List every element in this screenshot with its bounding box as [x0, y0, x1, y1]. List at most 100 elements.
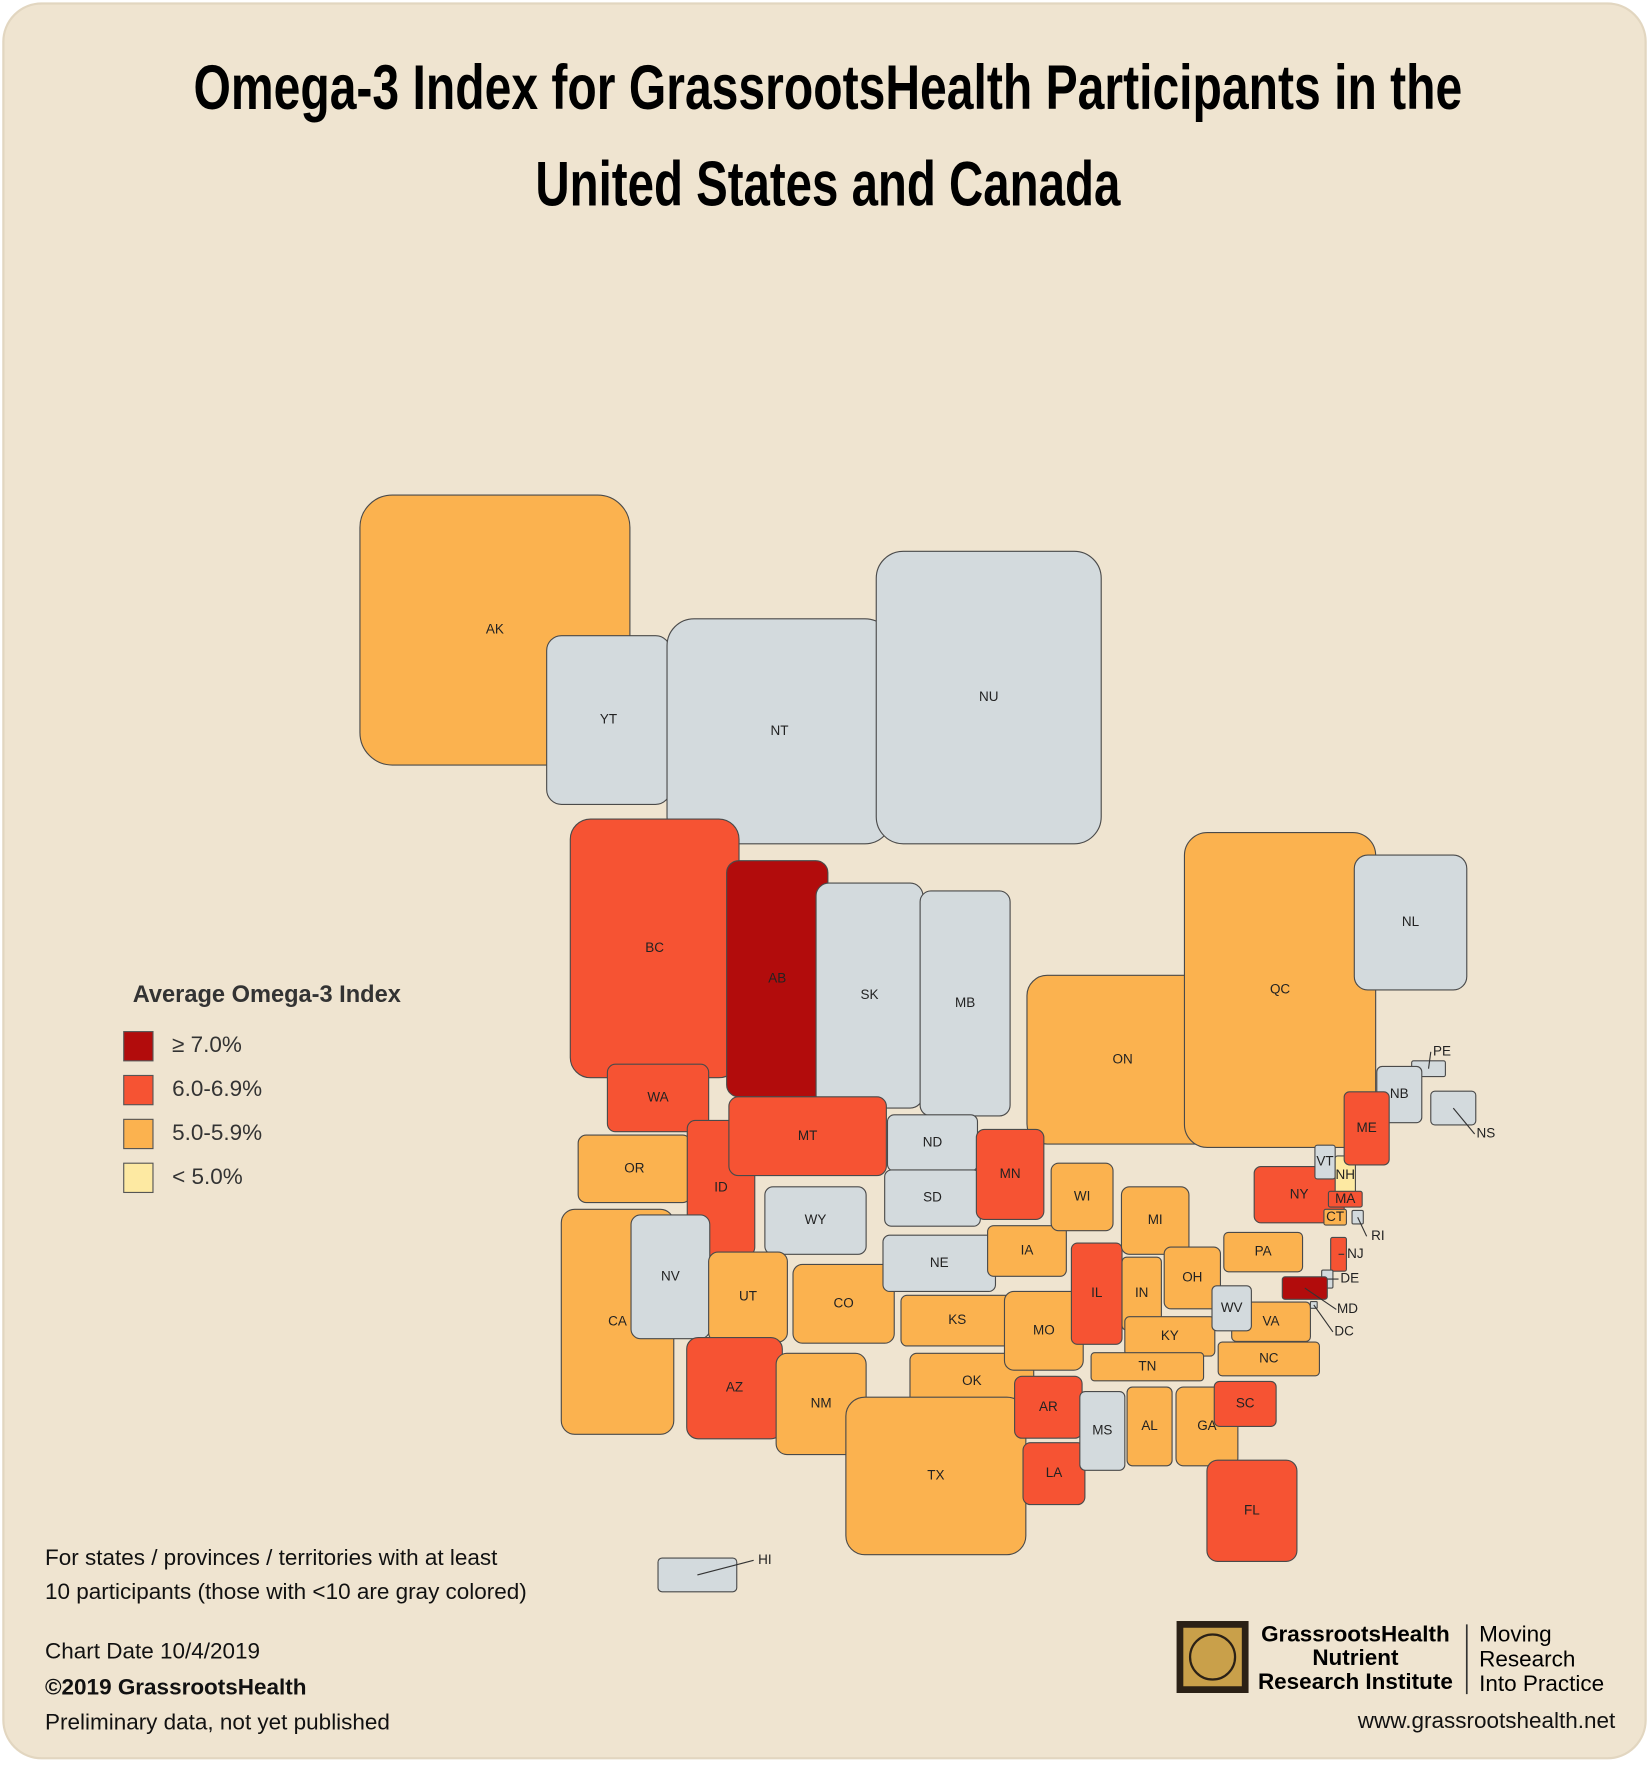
region — [764, 1186, 867, 1255]
region-label: OH — [1182, 1270, 1202, 1285]
region — [1120, 1186, 1190, 1255]
logo-org: Research Institute — [1258, 1669, 1453, 1694]
region — [1353, 854, 1468, 991]
legend-label: < 5.0% — [172, 1164, 243, 1189]
region — [1163, 1246, 1222, 1310]
region-label: KS — [948, 1312, 966, 1327]
status-note: Preliminary data, not yet published — [45, 1709, 390, 1734]
region — [792, 1263, 895, 1344]
region-label: NU — [979, 689, 998, 704]
logo-tagline: Moving — [1479, 1622, 1551, 1647]
region — [987, 1225, 1067, 1277]
region-label: AR — [1039, 1399, 1058, 1414]
region-label: MO — [1033, 1322, 1055, 1337]
region — [1343, 1091, 1390, 1166]
region-label: MA — [1335, 1191, 1355, 1206]
region — [1323, 1208, 1347, 1226]
region-label: WY — [805, 1212, 827, 1227]
region-label: MB — [955, 995, 975, 1010]
region-label: ME — [1357, 1120, 1377, 1135]
leader-line — [697, 1559, 754, 1576]
region-label: UT — [739, 1289, 757, 1304]
title-line: United States and Canada — [535, 150, 1121, 220]
region-label: AL — [1141, 1418, 1158, 1433]
region-label: WI — [1074, 1189, 1090, 1204]
region-label: ID — [714, 1180, 728, 1195]
region-label: TX — [927, 1467, 944, 1482]
region — [1079, 1390, 1126, 1471]
region-label: SD — [923, 1190, 942, 1205]
region-label: PE — [1433, 1043, 1451, 1058]
region-label: VT — [1316, 1154, 1333, 1169]
logo-org: GrassrootsHealth — [1261, 1622, 1450, 1647]
website-url: www.grassrootshealth.net — [1357, 1708, 1616, 1733]
region-label: WV — [1221, 1300, 1243, 1315]
region-label: YT — [600, 712, 617, 727]
region-label: IA — [1021, 1243, 1034, 1258]
region-label: DC — [1334, 1323, 1354, 1338]
region — [1223, 1231, 1304, 1273]
leader-line — [1304, 1287, 1337, 1310]
region-label: OR — [624, 1160, 644, 1175]
region-label: NV — [661, 1268, 680, 1283]
region-label: HI — [758, 1552, 772, 1567]
region-label: IL — [1091, 1285, 1103, 1300]
region-label: MN — [1000, 1166, 1021, 1181]
logo: GrassrootsHealth Nutrient Research Insti… — [1176, 1621, 1604, 1696]
region-label: IN — [1135, 1285, 1149, 1300]
region-label: NH — [1336, 1167, 1355, 1182]
region-label: LA — [1046, 1465, 1063, 1480]
note-line: 10 participants (those with <10 are gray… — [45, 1579, 527, 1604]
regions: AK YT NT NU BC AB SK MB ON QC NL PE NB NS WA OR CA ID NV MT… — [359, 494, 1496, 1593]
region — [975, 1128, 1045, 1221]
region-label: CO — [834, 1295, 854, 1310]
copyright: ©2019 GrassrootsHealth — [45, 1674, 307, 1699]
region-label: NJ — [1347, 1246, 1363, 1261]
region-label: QC — [1270, 982, 1290, 997]
region-label: AK — [486, 622, 504, 637]
region-label: NT — [771, 723, 789, 738]
region — [875, 550, 1102, 845]
region-label: NC — [1259, 1350, 1279, 1365]
region-label: ON — [1112, 1051, 1132, 1066]
note-line: For states / provinces / territories wit… — [45, 1545, 498, 1570]
region-label: AZ — [726, 1380, 743, 1395]
region — [1211, 1285, 1252, 1332]
region-label: MS — [1092, 1422, 1112, 1437]
logo-circle — [1188, 1633, 1237, 1681]
legend-swatch — [123, 1162, 154, 1194]
region-label: DE — [1340, 1271, 1359, 1286]
region-label: RI — [1371, 1228, 1385, 1243]
region-label: WA — [647, 1090, 668, 1105]
region-label: NE — [930, 1255, 949, 1270]
logo-org: Nutrient — [1312, 1645, 1399, 1670]
region — [1206, 1459, 1298, 1562]
chart-date: Chart Date 10/4/2019 — [45, 1638, 260, 1663]
region-label: SC — [1236, 1395, 1255, 1410]
region-label: AB — [768, 970, 786, 985]
region — [728, 1096, 887, 1177]
legend-label: 6.0-6.9% — [172, 1076, 262, 1101]
region — [1090, 1352, 1205, 1382]
legend-swatch — [123, 1031, 154, 1062]
logo-tagline: Into Practice — [1479, 1671, 1604, 1696]
region-label: FL — [1244, 1502, 1260, 1517]
region-label: NS — [1477, 1126, 1496, 1141]
region-label: NM — [811, 1395, 832, 1410]
region — [606, 1063, 710, 1133]
region — [1050, 1162, 1114, 1232]
region-label: CA — [608, 1313, 627, 1328]
legend-title: Average Omega-3 Index — [133, 982, 401, 1008]
region-label: MD — [1337, 1301, 1358, 1316]
region — [1213, 1380, 1277, 1427]
region-label: SK — [860, 987, 878, 1002]
region-label: NB — [1390, 1086, 1409, 1101]
leader-line — [1452, 1107, 1476, 1135]
legend-swatch — [123, 1074, 154, 1106]
region-label: PA — [1255, 1244, 1272, 1259]
region-label: KY — [1161, 1328, 1179, 1343]
region — [1022, 1442, 1086, 1506]
title-line: Omega-3 Index for GrassrootsHealth Parti… — [193, 53, 1462, 123]
